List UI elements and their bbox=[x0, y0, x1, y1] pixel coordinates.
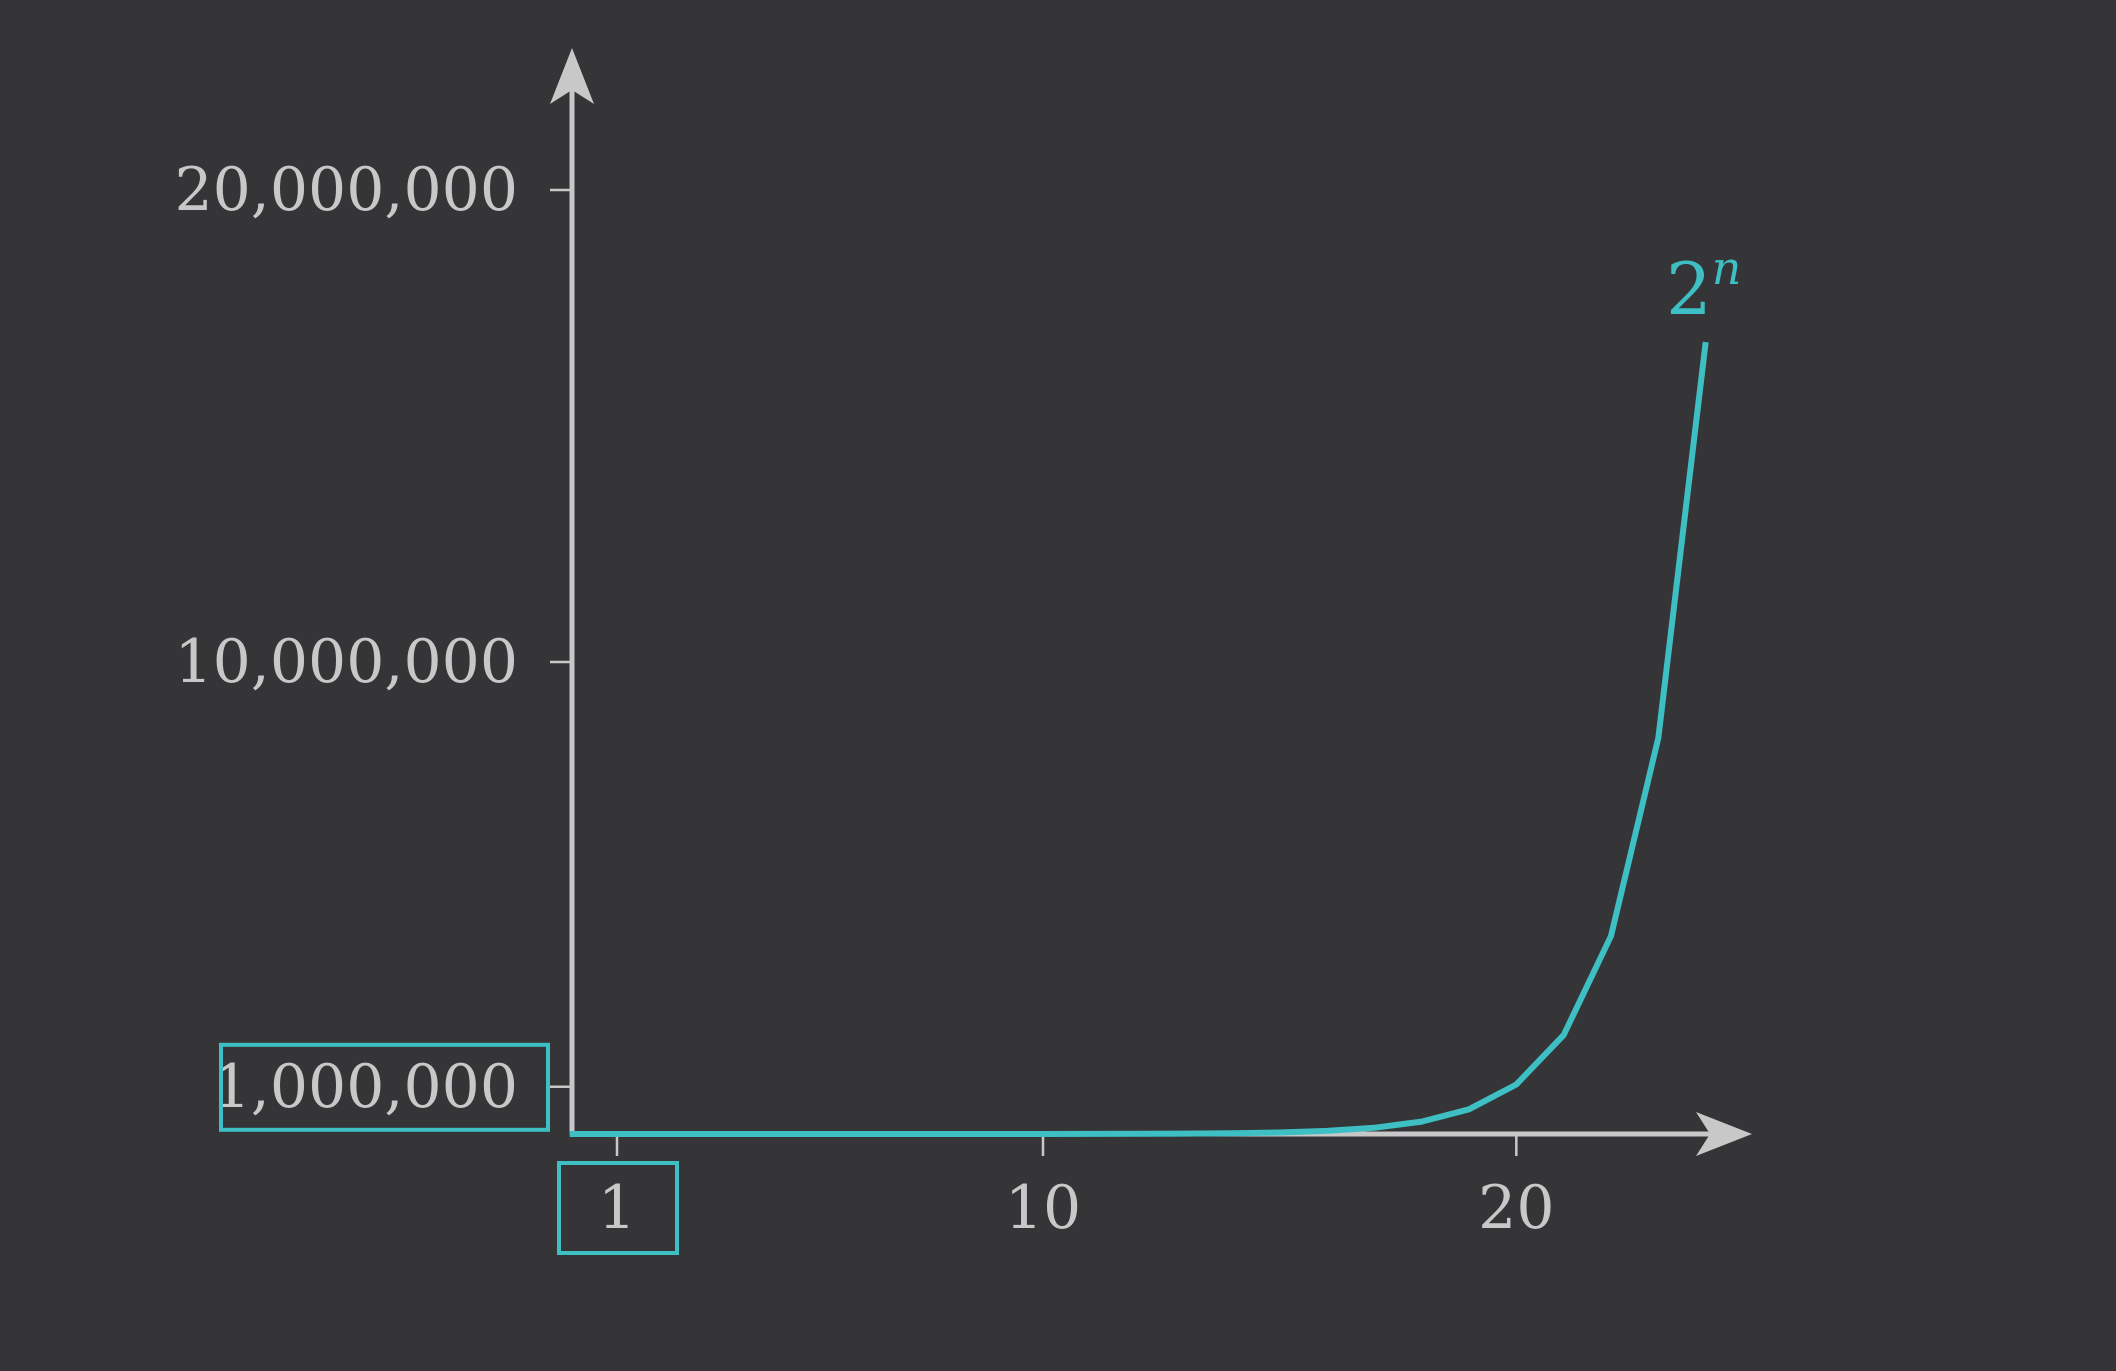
x-tick-highlight-box bbox=[557, 1161, 679, 1255]
x-tick-label: 10 bbox=[1005, 1173, 1081, 1243]
series-label-exponent: n bbox=[1712, 241, 1742, 295]
axes bbox=[550, 48, 1752, 1156]
y-axis-arrowhead bbox=[550, 48, 594, 104]
series-line-2n bbox=[569, 341, 1709, 1137]
ticks: 1 10 20 1,000,000 10,000,000 20,000,000 bbox=[174, 155, 1555, 1255]
y-tick-label: 1,000,000 bbox=[213, 1052, 518, 1122]
series-label-base: 2 bbox=[1666, 247, 1712, 331]
x-tick-label: 20 bbox=[1478, 1173, 1554, 1243]
y-tick-label: 20,000,000 bbox=[174, 155, 518, 225]
series-label: 2n bbox=[1666, 241, 1741, 331]
x-axis-arrowhead bbox=[1696, 1112, 1752, 1156]
series: 2n bbox=[569, 241, 1741, 1137]
x-tick-label: 1 bbox=[598, 1173, 636, 1243]
y-tick-highlight-box bbox=[219, 1042, 550, 1132]
y-tick-label: 10,000,000 bbox=[174, 627, 518, 697]
